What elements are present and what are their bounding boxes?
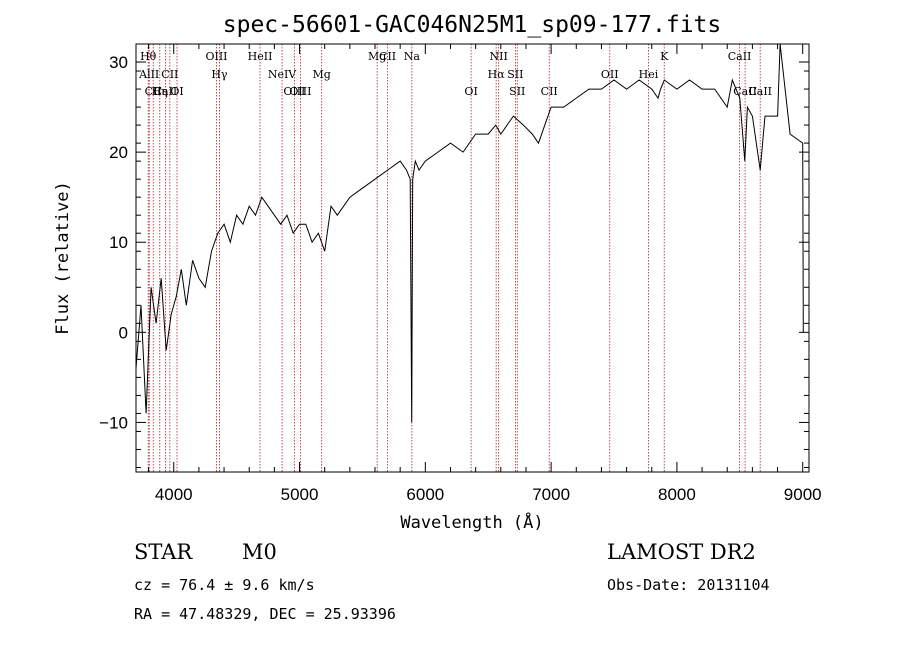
line-label-20: SII (507, 68, 523, 81)
x-tick-label: 7000 (532, 485, 570, 504)
line-label-2: CII (145, 85, 162, 98)
y-tick-label: 30 (109, 53, 128, 72)
redshift-cz: cz = 76.4 ± 9.6 km/s (134, 576, 315, 594)
line-label-13: Mg (313, 68, 331, 81)
line-label-23: OII (601, 68, 619, 81)
line-label-4: CaII (154, 85, 178, 98)
x-tick-label: 5000 (281, 485, 319, 504)
line-label-12: OIII (289, 85, 311, 98)
y-tick-label: 0 (119, 323, 128, 342)
line-label-19: Hα (488, 68, 506, 81)
line-label-3: Hη (152, 85, 168, 98)
spectrum-line (135, 43, 804, 423)
line-label-8: Hγ (211, 68, 228, 81)
x-tick-label: 4000 (155, 485, 193, 504)
y-axis-ticks: −10 0 10 20 30 (99, 53, 809, 468)
line-label-16: Na (404, 50, 421, 63)
line-label-6: OI (170, 85, 183, 98)
y-axis-label: Flux (relative) (53, 181, 73, 335)
line-label-24: K (660, 50, 669, 63)
line-label-0: Hθ (140, 50, 157, 63)
y-tick-label: 20 (109, 143, 128, 162)
line-label-9: HeII (248, 50, 273, 63)
x-tick-label: 6000 (406, 485, 444, 504)
line-label-25: Hei (639, 68, 659, 81)
x-axis-ticks: 4000 5000 6000 7000 8000 9000 (148, 44, 822, 504)
line-label-21: SII (509, 85, 525, 98)
line-label-10: NeIV (268, 68, 297, 81)
line-label-27: CaII (733, 85, 757, 98)
line-label-5: CII (161, 68, 178, 81)
x-tick-label: 9000 (784, 485, 822, 504)
line-label-17: OI (464, 85, 477, 98)
line-label-1: AlII (138, 68, 159, 81)
line-label-15: CII (379, 50, 396, 63)
line-label-26: CaII (728, 50, 752, 63)
observation-date: Obs-Date: 20131104 (607, 576, 770, 594)
y-tick-label: −10 (99, 413, 128, 432)
emission-line-labels: HθAlIICIIHηCaIICIIOIOIIIHγHeIINeIVOIIIOI… (138, 50, 772, 98)
y-tick-label: 10 (109, 233, 128, 252)
line-label-22: CII (541, 85, 558, 98)
chart-title: spec-56601-GAC046N25M1_sp09-177.fits (223, 12, 722, 38)
line-label-7: OIII (205, 50, 227, 63)
emission-line-markers (147, 44, 761, 472)
x-axis-label: Wavelength (Å) (400, 511, 543, 533)
line-label-14: Mg (368, 50, 386, 63)
line-label-18: NII (490, 50, 508, 63)
object-class: STAR (134, 540, 193, 564)
line-label-11: OIII (283, 85, 305, 98)
x-tick-label: 8000 (658, 485, 696, 504)
survey-name: LAMOST DR2 (607, 540, 756, 564)
object-subclass: M0 (242, 540, 277, 564)
line-label-28: CaII (748, 85, 772, 98)
sky-coordinates: RA = 47.48329, DEC = 25.93396 (134, 605, 396, 623)
plot-frame (135, 43, 810, 473)
